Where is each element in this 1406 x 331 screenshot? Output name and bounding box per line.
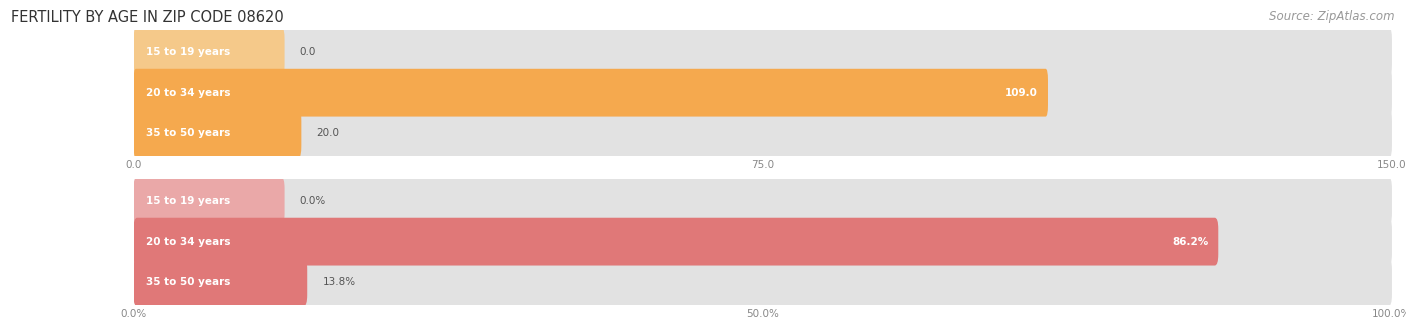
Text: 35 to 50 years: 35 to 50 years (146, 277, 231, 287)
Text: 20 to 34 years: 20 to 34 years (146, 237, 231, 247)
Text: 86.2%: 86.2% (1173, 237, 1208, 247)
FancyBboxPatch shape (134, 109, 284, 157)
Text: 20 to 34 years: 20 to 34 years (146, 88, 231, 98)
FancyBboxPatch shape (134, 218, 1392, 265)
FancyBboxPatch shape (134, 109, 1392, 157)
Text: 0.0: 0.0 (299, 47, 316, 57)
FancyBboxPatch shape (134, 177, 1392, 225)
FancyBboxPatch shape (134, 109, 301, 157)
Text: 15 to 19 years: 15 to 19 years (146, 196, 231, 206)
Text: 0.0%: 0.0% (299, 196, 326, 206)
Text: 15 to 19 years: 15 to 19 years (146, 47, 231, 57)
Text: 20.0: 20.0 (316, 128, 339, 138)
Text: 109.0: 109.0 (1005, 88, 1038, 98)
Text: FERTILITY BY AGE IN ZIP CODE 08620: FERTILITY BY AGE IN ZIP CODE 08620 (11, 10, 284, 25)
FancyBboxPatch shape (134, 28, 1392, 76)
FancyBboxPatch shape (134, 28, 284, 76)
Text: Source: ZipAtlas.com: Source: ZipAtlas.com (1270, 10, 1395, 23)
FancyBboxPatch shape (134, 69, 1047, 117)
FancyBboxPatch shape (134, 218, 284, 265)
FancyBboxPatch shape (134, 177, 284, 225)
FancyBboxPatch shape (134, 258, 308, 306)
FancyBboxPatch shape (134, 258, 1392, 306)
FancyBboxPatch shape (134, 218, 1218, 265)
Text: 13.8%: 13.8% (322, 277, 356, 287)
Text: 35 to 50 years: 35 to 50 years (146, 128, 231, 138)
FancyBboxPatch shape (134, 69, 1392, 117)
FancyBboxPatch shape (134, 258, 284, 306)
FancyBboxPatch shape (134, 69, 284, 117)
